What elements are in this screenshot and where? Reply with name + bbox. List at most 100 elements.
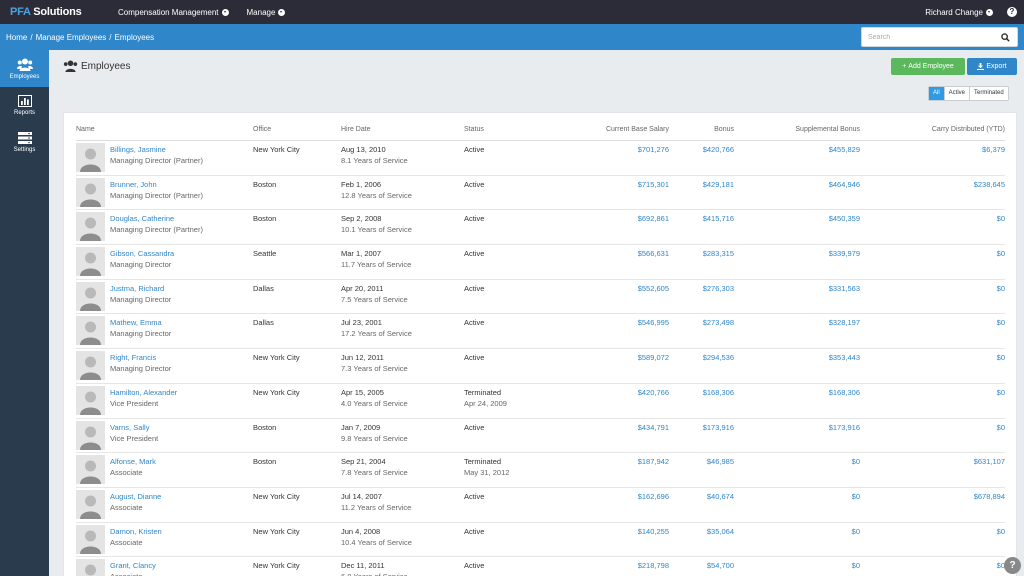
table-row[interactable]: Mathew, Emma Managing Director Dallas Jul 2… [76, 314, 1005, 350]
avatar[interactable] [76, 385, 105, 415]
salary-link[interactable]: $187,942 [637, 457, 669, 467]
salary-link[interactable]: $552,605 [637, 283, 669, 293]
employee-name-link[interactable]: Damon, Kristen [110, 526, 162, 536]
carry-distributed-link[interactable]: $0 [996, 318, 1005, 328]
avatar[interactable] [76, 281, 105, 311]
table-row[interactable]: Varns, Sally Vice President Boston Jan 7, 2… [76, 419, 1005, 454]
table-row[interactable]: Billings, Jasmine Managing Director (Part… [76, 141, 1005, 176]
supplemental-bonus-link[interactable]: $168,306 [828, 387, 860, 397]
carry-distributed-link[interactable]: $0 [996, 249, 1005, 259]
avatar[interactable] [76, 316, 105, 346]
avatar[interactable] [76, 455, 105, 485]
supplemental-bonus-link[interactable]: $450,359 [828, 214, 860, 224]
breadcrumb-manage-employees[interactable]: Manage Employees [35, 32, 107, 42]
table-row[interactable]: Douglas, Catherine Managing Director (Par… [76, 210, 1005, 246]
bonus-link[interactable]: $168,306 [702, 387, 734, 397]
bonus-link[interactable]: $273,498 [702, 318, 734, 328]
table-row[interactable]: Grant, ClancyAssociate New York City Dec 1… [76, 557, 1005, 576]
bonus-link[interactable]: $276,303 [702, 283, 734, 293]
table-row[interactable]: Hamilton, Alexander Vice President New Yor… [76, 384, 1005, 419]
employee-name-link[interactable]: Grant, Clancy [110, 561, 156, 571]
help-icon[interactable]: ? [1007, 7, 1017, 17]
carry-distributed-link[interactable]: $631,107 [973, 457, 1005, 467]
supplemental-bonus-link[interactable]: $0 [851, 491, 860, 501]
table-row[interactable]: Damon, Kristen Associate New York City Jun … [76, 523, 1005, 558]
avatar[interactable] [76, 420, 105, 450]
carry-distributed-link[interactable]: $0 [996, 353, 1005, 363]
employee-name-link[interactable]: Alfonse, Mark [110, 457, 156, 467]
supplemental-bonus-link[interactable]: $328,197 [828, 318, 860, 328]
employee-name-link[interactable]: Douglas, Catherine [110, 214, 175, 224]
employee-name-link[interactable]: Right, Francis [110, 353, 157, 363]
supplemental-bonus-link[interactable]: $0 [851, 526, 860, 536]
salary-link[interactable]: $218,798 [637, 561, 669, 571]
carry-distributed-link[interactable]: $0 [996, 561, 1005, 571]
avatar[interactable] [76, 559, 105, 576]
bonus-link[interactable]: $283,315 [702, 249, 734, 259]
avatar[interactable] [76, 143, 105, 172]
salary-link[interactable]: $715,301 [637, 179, 669, 189]
bonus-link[interactable]: $294,536 [702, 353, 734, 363]
filter-active[interactable]: Active [943, 87, 969, 100]
sidebar-item-employees[interactable]: Employees [0, 50, 49, 87]
sidebar-item-reports[interactable]: Reports [0, 87, 49, 124]
column-bonus[interactable]: Bonus [714, 126, 734, 133]
salary-link[interactable]: $589,072 [637, 353, 669, 363]
filter-terminated[interactable]: Terminated [969, 87, 1008, 100]
sidebar-item-settings[interactable]: Settings [0, 124, 49, 161]
supplemental-bonus-link[interactable]: $464,946 [828, 179, 860, 189]
search-icon[interactable] [1001, 33, 1010, 42]
avatar[interactable] [76, 351, 105, 381]
table-row[interactable]: August, Dianne Associate New York City Jul … [76, 488, 1005, 523]
employee-name-link[interactable]: Mathew, Emma [110, 318, 162, 328]
table-row[interactable]: Justma, Richard Managing Director Dallas Ap… [76, 280, 1005, 315]
supplemental-bonus-link[interactable]: $0 [851, 561, 860, 571]
bonus-link[interactable]: $429,181 [702, 179, 734, 189]
column-supplemental-bonus[interactable]: Supplemental Bonus [795, 126, 860, 133]
employee-name-link[interactable]: Gibson, Cassandra [110, 249, 175, 259]
carry-distributed-link[interactable]: $678,894 [973, 491, 1005, 501]
app-logo[interactable]: PFA Solutions [10, 6, 82, 18]
salary-link[interactable]: $162,696 [637, 491, 669, 501]
salary-link[interactable]: $420,766 [637, 387, 669, 397]
table-row[interactable]: Brunner, John Managing Director (Partner)… [76, 176, 1005, 211]
search-input[interactable] [862, 28, 992, 46]
supplemental-bonus-link[interactable]: $0 [851, 457, 860, 467]
avatar[interactable] [76, 247, 105, 277]
table-row[interactable]: Gibson, Cassandra Managing Director Seattl… [76, 245, 1005, 280]
breadcrumb-home[interactable]: Home [6, 32, 28, 42]
export-button[interactable]: Export [967, 58, 1017, 75]
salary-link[interactable]: $701,276 [637, 145, 669, 154]
carry-distributed-link[interactable]: $0 [996, 422, 1005, 432]
add-employee-button[interactable]: + Add Employee [891, 58, 965, 75]
avatar[interactable] [76, 524, 105, 554]
carry-distributed-link[interactable]: $0 [996, 387, 1005, 397]
carry-distributed-link[interactable]: $0 [996, 526, 1005, 536]
salary-link[interactable]: $434,791 [637, 422, 669, 432]
column-name[interactable]: Name [76, 126, 95, 133]
user-menu[interactable]: Richard Change [925, 0, 993, 24]
bonus-link[interactable]: $46,985 [706, 457, 734, 467]
nav-compensation-management[interactable]: Compensation Management [118, 8, 229, 17]
filter-all[interactable]: All [929, 87, 944, 100]
employee-name-link[interactable]: Varns, Sally [110, 422, 150, 432]
carry-distributed-link[interactable]: $0 [996, 283, 1005, 293]
help-icon[interactable]: ? [1004, 557, 1021, 574]
carry-distributed-link[interactable]: $238,645 [973, 179, 1005, 189]
bonus-link[interactable]: $35,064 [706, 526, 734, 536]
bonus-link[interactable]: $40,674 [706, 491, 734, 501]
salary-link[interactable]: $546,995 [637, 318, 669, 328]
employee-name-link[interactable]: Justma, Richard [110, 283, 165, 293]
table-row[interactable]: Alfonse, Mark Associate Boston Sep 21, 2004… [76, 453, 1005, 488]
carry-distributed-link[interactable]: $0 [996, 214, 1005, 224]
bonus-link[interactable]: $420,766 [702, 145, 734, 154]
carry-distributed-link[interactable]: $6,379 [982, 145, 1005, 154]
nav-manage[interactable]: Manage [247, 8, 286, 17]
column-status[interactable]: Status [464, 126, 484, 133]
salary-link[interactable]: $566,631 [637, 249, 669, 259]
avatar[interactable] [76, 212, 105, 242]
column-carry-distributed[interactable]: Carry Distributed (YTD) [931, 126, 1005, 133]
column-current-base-salary[interactable]: Current Base Salary [605, 126, 669, 133]
avatar[interactable] [76, 177, 105, 207]
supplemental-bonus-link[interactable]: $331,563 [828, 283, 860, 293]
